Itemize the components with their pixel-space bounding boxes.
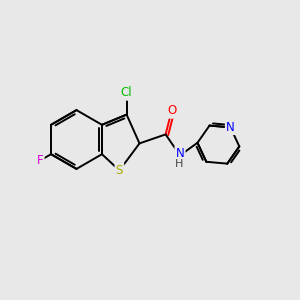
Text: H: H [175,159,184,170]
Text: O: O [167,104,176,118]
Text: F: F [37,154,44,167]
Text: N: N [226,121,235,134]
Text: N: N [176,147,184,160]
Text: S: S [116,164,123,177]
Text: Cl: Cl [121,86,132,100]
